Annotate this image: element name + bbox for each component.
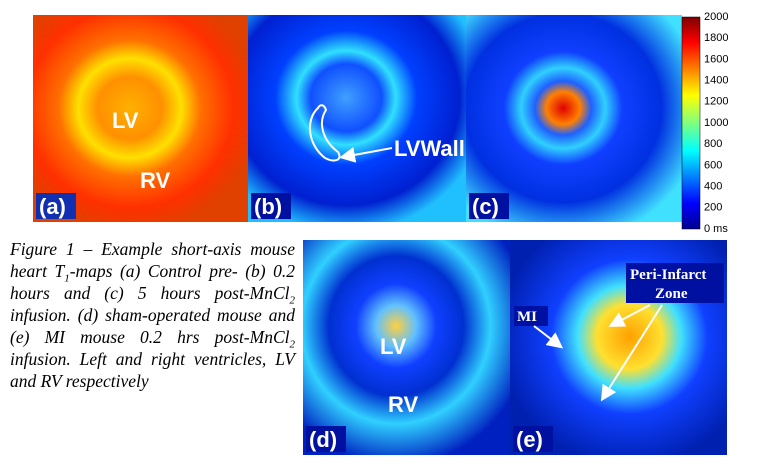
annotation: RV	[140, 168, 170, 193]
colorbar-label: 1400	[704, 75, 728, 87]
panel-label: (d)	[309, 427, 337, 452]
colorbar-label: 0 ms	[704, 223, 728, 235]
annotation: LV	[112, 108, 139, 133]
annotation: MI	[517, 309, 537, 325]
colorbar-label: 1000	[704, 117, 728, 129]
colorbar-label: 1800	[704, 32, 728, 44]
colorbar-label: 1200	[704, 96, 728, 108]
annotation: RV	[388, 392, 418, 417]
colorbar-label: 200	[704, 202, 722, 214]
caption-text: infusion. (d) sham-operated mouse and (e…	[10, 305, 295, 347]
annotation: LVWall	[394, 136, 465, 161]
colorbar-label: 1600	[704, 53, 728, 65]
colorbar-label: 600	[704, 159, 722, 171]
panel-label: (a)	[39, 194, 66, 219]
page: (a) LV RV (b) LVWall (c) (d) LV RV (e) M…	[0, 0, 765, 470]
caption: Figure 1 – Example short-axis mouse hear…	[10, 238, 295, 392]
panel-c-image	[466, 15, 682, 222]
annotation: Zone	[655, 286, 688, 302]
colorbar-label: 800	[704, 138, 722, 150]
annotation: Peri-Infarct	[630, 267, 706, 283]
caption-text: infusion. Left and right ventricles, LV …	[10, 349, 295, 391]
colorbar-label: 2000	[704, 11, 728, 23]
panel-label: (e)	[516, 427, 543, 452]
panel-label: (b)	[254, 194, 282, 219]
colorbar	[682, 17, 700, 229]
panel-b-image	[248, 15, 466, 222]
colorbar-ticks: 2000 1800 1600 1400 1200 1000 800 600 400 200 0 ms	[704, 11, 728, 235]
figure: (a) LV RV (b) LVWall (c) (d) LV RV (e) M…	[0, 0, 765, 470]
panel-d-image	[303, 240, 510, 455]
colorbar-label: 400	[704, 181, 722, 193]
panel-label: (c)	[472, 194, 499, 219]
annotation: LV	[380, 334, 407, 359]
